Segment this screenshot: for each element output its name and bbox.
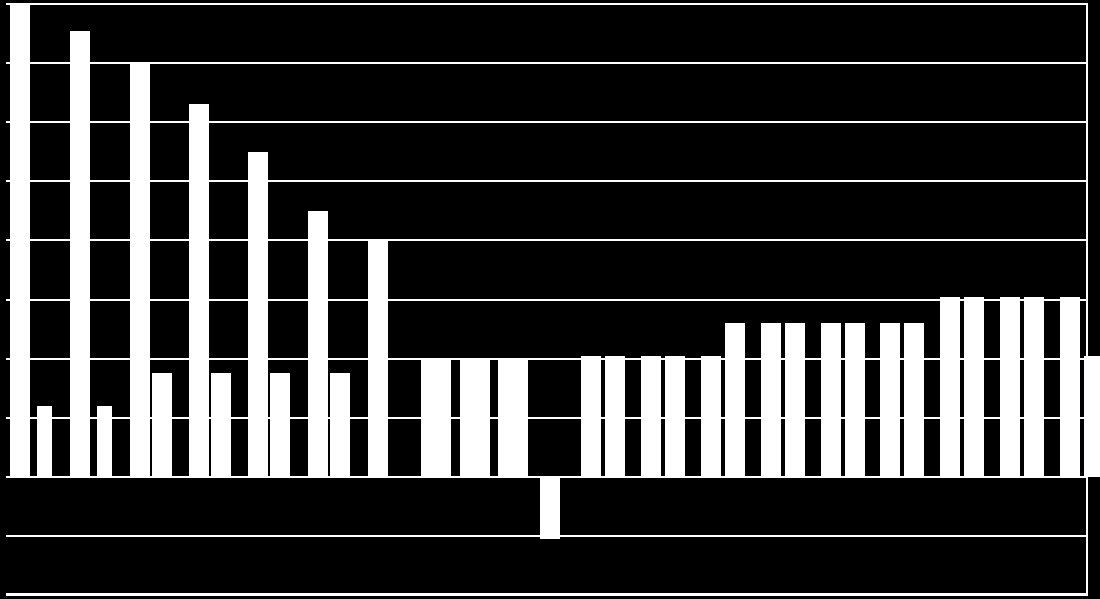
bar-series-a — [581, 356, 601, 477]
bar-series-b — [97, 406, 112, 477]
bar-series-a — [498, 359, 528, 477]
bar-series-a — [70, 31, 90, 477]
bar-series-a — [1060, 297, 1080, 477]
bar-series-a — [880, 323, 900, 477]
bar-series-a — [308, 211, 328, 477]
bar-series-b — [665, 356, 685, 477]
bar-series-a — [421, 359, 451, 477]
bar-series-a — [940, 297, 960, 477]
bar-series-a — [10, 5, 30, 477]
bar-series-b — [330, 373, 350, 476]
bar-series-b — [1024, 297, 1044, 477]
bar-series-a — [1000, 297, 1020, 477]
bar-series-b — [605, 356, 625, 477]
bar-series-a — [641, 356, 661, 477]
bar-series-b — [270, 373, 290, 476]
bar-series-b — [1084, 356, 1100, 477]
bar-series-b — [460, 359, 490, 477]
bar-series-a — [761, 323, 781, 477]
bar-series-a — [248, 152, 268, 477]
bar-series-b — [725, 323, 745, 477]
bar-series-b — [845, 323, 865, 477]
bar-series-b — [152, 373, 172, 476]
bar-series-b — [785, 323, 805, 477]
bar-series-b — [964, 297, 984, 477]
bar-series-a — [189, 104, 209, 476]
bar-series-b — [211, 373, 231, 476]
bars-container — [0, 0, 1100, 599]
bar-series-b — [904, 323, 924, 477]
bar-series-a — [821, 323, 841, 477]
bar-series-b — [540, 477, 560, 539]
bar-chart — [0, 0, 1100, 599]
bar-series-a — [368, 240, 388, 476]
bar-series-a — [701, 356, 721, 477]
bar-series-a — [130, 63, 150, 477]
bar-series-b — [37, 406, 52, 477]
